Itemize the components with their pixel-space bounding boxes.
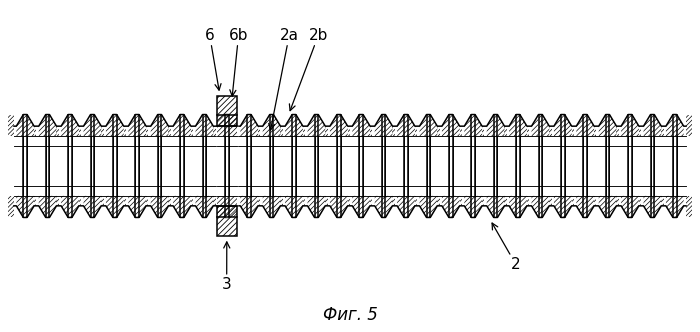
Text: 2a: 2a <box>269 28 299 130</box>
Text: 6b: 6b <box>229 28 248 96</box>
Text: Фиг. 5: Фиг. 5 <box>323 306 377 324</box>
Text: 2b: 2b <box>289 28 328 111</box>
Bar <box>217 206 237 236</box>
Text: 2: 2 <box>492 223 521 272</box>
Text: 6: 6 <box>205 28 221 90</box>
Text: 3: 3 <box>222 242 232 292</box>
Bar <box>217 96 237 126</box>
